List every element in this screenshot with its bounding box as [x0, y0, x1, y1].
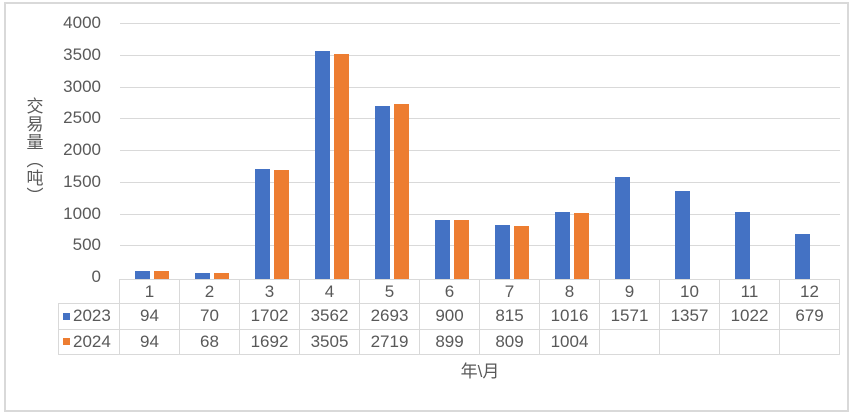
- y-tick-label: 1000: [63, 203, 101, 223]
- month-header-cell: 2: [180, 279, 240, 305]
- value-cell-2023: 1016: [540, 304, 600, 330]
- bar-2023-month-11: [734, 212, 750, 279]
- bar-2024-month-8: [573, 213, 589, 279]
- month-header-cell: 5: [360, 279, 420, 305]
- month-header-cell: 1: [120, 279, 180, 305]
- x-axis-title: 年\月: [460, 362, 500, 381]
- bar-2023-month-8: [554, 212, 570, 279]
- gridline: [120, 245, 840, 247]
- chart-frame: 交易量（吨） 0 500 1000 1500 2000 2500 3000 3500 4000 …: [4, 2, 849, 412]
- bar-2023-month-2: [194, 272, 210, 279]
- bar-2024-month-7: [513, 225, 529, 279]
- legend-key-icon-2024: [63, 338, 70, 346]
- month-header-cell: 6: [420, 279, 480, 305]
- value-cell-2023: 70: [180, 304, 240, 330]
- month-header-cell: 10: [660, 279, 720, 305]
- bar-2024-month-3: [273, 169, 289, 279]
- gridline: [120, 54, 840, 56]
- value-cell-2024: [600, 329, 660, 355]
- month-header-cell: 8: [540, 279, 600, 305]
- gridline: [120, 213, 840, 215]
- y-tick-label: 4000: [63, 13, 101, 32]
- bar-2024-month-4: [333, 54, 349, 279]
- value-cell-2023: 1022: [720, 304, 780, 330]
- value-cell-2023: 815: [480, 304, 540, 330]
- bar-2024-month-6: [453, 219, 469, 279]
- bar-2024-month-2: [213, 272, 229, 279]
- bar-2024-month-1: [153, 271, 169, 279]
- y-tick-label: 2000: [63, 140, 101, 159]
- series-row-header-2024: 2024: [58, 329, 120, 355]
- month-header-cell: 12: [780, 279, 840, 305]
- series-row-header-2023: 2023: [58, 304, 120, 330]
- value-cell-2024: 2719: [360, 329, 420, 355]
- month-header-cell: 11: [720, 279, 780, 305]
- value-cell-2023: 1702: [240, 304, 300, 330]
- gridline: [120, 86, 840, 88]
- bar-2023-month-12: [794, 233, 810, 279]
- y-tick-label: 2500: [63, 108, 101, 128]
- value-cell-2023: 679: [780, 304, 840, 330]
- gridline: [120, 150, 840, 151]
- y-tick-label: 500: [72, 235, 101, 255]
- value-cell-2024: 809: [480, 329, 540, 355]
- plot-area: [120, 23, 840, 279]
- y-tick-label: 3000: [63, 76, 101, 96]
- chart-area: 交易量（吨） 0 500 1000 1500 2000 2500 3000 3500 4000 …: [6, 4, 847, 410]
- value-cell-2024: 1692: [240, 329, 300, 355]
- value-cell-2023: 1571: [600, 304, 660, 330]
- y-tick-label: 0: [91, 267, 101, 286]
- bar-2023-month-1: [134, 271, 150, 279]
- value-cell-2024: [660, 329, 720, 355]
- month-header-cell: 9: [600, 279, 660, 305]
- value-cell-2023: 1357: [660, 304, 720, 330]
- value-cell-2023: 94: [120, 304, 180, 330]
- bar-2024-month-5: [393, 104, 409, 279]
- value-cell-2024: 899: [420, 329, 480, 355]
- value-cell-2024: [780, 329, 840, 355]
- bar-2023-month-9: [614, 177, 630, 279]
- gridline: [120, 118, 840, 120]
- series-name: 2023: [73, 306, 111, 326]
- value-cell-2023: 900: [420, 304, 480, 330]
- value-cell-2023: 3562: [300, 304, 360, 330]
- series-name: 2024: [73, 331, 111, 351]
- value-cell-2024: 3505: [300, 329, 360, 355]
- value-cell-2024: [720, 329, 780, 355]
- bar-2023-month-7: [494, 225, 510, 279]
- y-tick-label: 3500: [63, 44, 101, 64]
- month-header-cell: 3: [240, 279, 300, 305]
- bar-2023-month-10: [674, 190, 690, 279]
- month-header-cell: 7: [480, 279, 540, 305]
- value-cell-2023: 2693: [360, 304, 420, 330]
- legend-key-icon-2023: [63, 312, 70, 320]
- data-table: 1 2 3 4 5 6 7 8 9 10 11 12 2023 94 70 1702 3562 2693 900 81…: [58, 279, 840, 355]
- y-axis-title: 交易量（吨）: [23, 97, 43, 205]
- gridline: [120, 181, 840, 183]
- value-cell-2024: 1004: [540, 329, 600, 355]
- value-cell-2024: 68: [180, 329, 240, 355]
- gridline: [120, 23, 840, 24]
- bar-2023-month-4: [314, 50, 330, 279]
- month-header-cell: 4: [300, 279, 360, 305]
- bar-2023-month-5: [374, 106, 390, 279]
- y-tick-label: 1500: [63, 171, 101, 191]
- bar-2023-month-6: [434, 219, 450, 279]
- bar-2023-month-3: [254, 168, 270, 279]
- value-cell-2024: 94: [120, 329, 180, 355]
- table-corner-spacer: [58, 279, 120, 305]
